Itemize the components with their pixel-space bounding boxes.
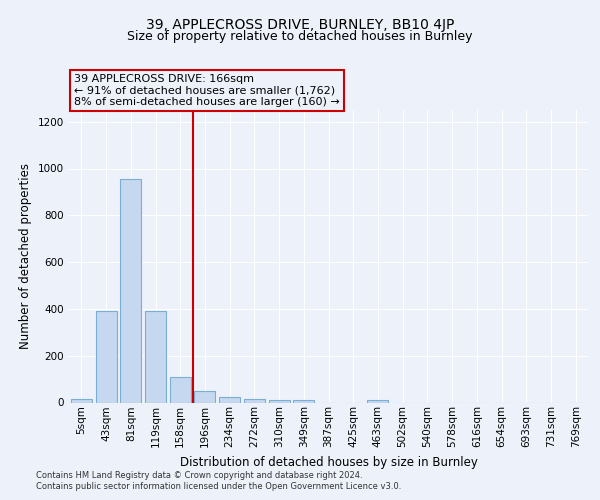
Bar xyxy=(293,400,314,402)
Text: Size of property relative to detached houses in Burnley: Size of property relative to detached ho… xyxy=(127,30,473,43)
Bar xyxy=(219,396,240,402)
Bar xyxy=(71,399,92,402)
Text: Contains public sector information licensed under the Open Government Licence v3: Contains public sector information licen… xyxy=(36,482,401,491)
X-axis label: Distribution of detached houses by size in Burnley: Distribution of detached houses by size … xyxy=(179,456,478,468)
Bar xyxy=(120,179,141,402)
Bar xyxy=(95,311,116,402)
Text: 39 APPLECROSS DRIVE: 166sqm
← 91% of detached houses are smaller (1,762)
8% of s: 39 APPLECROSS DRIVE: 166sqm ← 91% of det… xyxy=(74,74,340,107)
Text: Contains HM Land Registry data © Crown copyright and database right 2024.: Contains HM Land Registry data © Crown c… xyxy=(36,471,362,480)
Bar xyxy=(244,399,265,402)
Bar xyxy=(194,391,215,402)
Text: 39, APPLECROSS DRIVE, BURNLEY, BB10 4JP: 39, APPLECROSS DRIVE, BURNLEY, BB10 4JP xyxy=(146,18,454,32)
Bar xyxy=(145,311,166,402)
Bar xyxy=(367,400,388,402)
Bar xyxy=(170,377,191,402)
Bar xyxy=(269,400,290,402)
Y-axis label: Number of detached properties: Number of detached properties xyxy=(19,163,32,349)
